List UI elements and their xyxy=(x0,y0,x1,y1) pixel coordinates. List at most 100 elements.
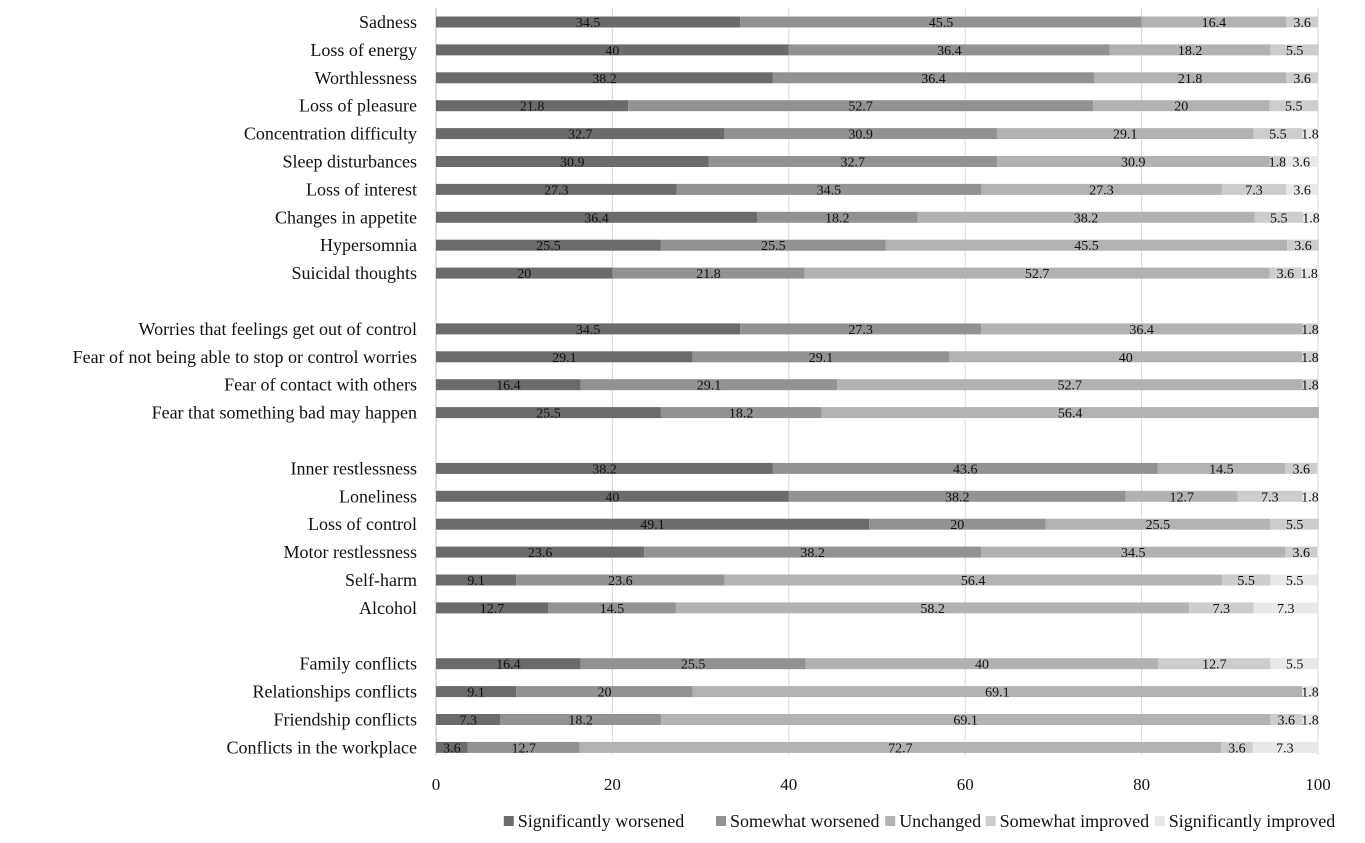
category-label: Suicidal thoughts xyxy=(292,263,418,283)
bar-row: 16.4 29.1 52.7 1.8 xyxy=(436,379,1319,394)
data-label: 3.6 xyxy=(1294,239,1312,254)
category-label: Loss of energy xyxy=(310,40,417,60)
bar-segment xyxy=(1286,72,1318,84)
bar-segment xyxy=(1221,574,1271,586)
data-label: 23.6 xyxy=(528,546,553,561)
category-label: Worthlessness xyxy=(314,68,417,88)
category-label: Loneliness xyxy=(339,486,417,506)
bar-segment xyxy=(436,44,789,56)
bar-segment xyxy=(436,741,468,753)
bar-segment xyxy=(1302,714,1318,725)
legend-item: Unchanged xyxy=(885,811,981,831)
bar-segment xyxy=(1285,156,1318,167)
data-label: 18.2 xyxy=(825,211,850,226)
bar-segment xyxy=(436,183,677,195)
legend-swatch xyxy=(1154,816,1165,826)
bar-segment xyxy=(1286,183,1318,195)
data-label: 1.8 xyxy=(1301,323,1319,338)
bar-segment xyxy=(436,100,629,112)
bar-segment xyxy=(692,351,950,363)
bar-segment xyxy=(1237,490,1303,502)
bar-segment xyxy=(1269,156,1286,167)
data-label: 38.2 xyxy=(592,72,617,87)
data-label: 52.7 xyxy=(1025,267,1050,282)
data-label: 7.3 xyxy=(459,714,477,729)
data-label: 7.3 xyxy=(1245,183,1263,198)
data-label: 12.7 xyxy=(512,741,537,756)
data-label: 29.1 xyxy=(1113,128,1138,143)
data-label: 45.5 xyxy=(1074,239,1099,254)
data-label: 30.9 xyxy=(560,156,585,171)
bar-segment xyxy=(1287,239,1319,251)
category-label: Worries that feelings get out of control xyxy=(139,319,417,339)
legend-swatch xyxy=(985,816,996,826)
bar-row: 7.3 18.2 69.1 3.6 1.8 xyxy=(436,714,1319,729)
legend-swatch xyxy=(885,816,896,826)
bar-segment xyxy=(580,658,806,670)
data-label: 7.3 xyxy=(1261,490,1279,505)
bar-segment xyxy=(548,602,676,614)
category-label: Fear of contact with others xyxy=(224,375,417,395)
data-label: 3.6 xyxy=(1228,741,1246,756)
bar-segment xyxy=(1254,211,1304,223)
bar-segment xyxy=(500,714,661,725)
bar-segment xyxy=(1253,128,1303,140)
bar-segment xyxy=(1302,379,1318,391)
bar-row: 38.2 36.4 21.8 3.6 xyxy=(436,72,1318,87)
bar-segment xyxy=(1302,351,1318,363)
bar-row: 49.1 20 25.5 5.5 xyxy=(436,518,1319,533)
x-tick-label: 80 xyxy=(1133,775,1150,794)
category-label: Fear of not being able to stop or contro… xyxy=(73,347,417,367)
data-label: 20 xyxy=(517,267,531,282)
bar-segment xyxy=(949,351,1303,363)
category-label: Friendship conflicts xyxy=(274,710,417,730)
data-label: 5.5 xyxy=(1286,574,1304,589)
bar-segment xyxy=(1189,602,1254,614)
data-label: 25.5 xyxy=(681,658,706,673)
data-label: 5.5 xyxy=(1286,518,1304,533)
bar-row: 25.5 25.5 45.5 3.6 xyxy=(436,239,1319,254)
data-label: 12.7 xyxy=(1202,658,1227,673)
bar-segment xyxy=(436,407,661,419)
bar-segment xyxy=(660,714,1271,725)
category-label: Inner restlessness xyxy=(291,458,417,478)
bar-segment xyxy=(1302,686,1318,698)
legend-swatch xyxy=(503,816,514,826)
data-label: 43.6 xyxy=(953,462,978,477)
data-label: 34.5 xyxy=(817,183,842,198)
bar-row: 29.1 29.1 40 1.8 xyxy=(436,351,1319,366)
data-label: 52.7 xyxy=(1057,379,1082,394)
legend: Significantly worsened Somewhat worsened U… xyxy=(503,811,1335,831)
bar-segment xyxy=(436,267,613,279)
bar-segment xyxy=(436,211,758,223)
bar-segment xyxy=(1125,490,1238,502)
bar-segment xyxy=(436,351,693,363)
bar-segment xyxy=(436,128,725,140)
bar-segment xyxy=(885,239,1288,251)
data-label: 1.8 xyxy=(1301,714,1319,729)
legend-label: Somewhat worsened xyxy=(730,811,879,831)
bar-segment xyxy=(1093,100,1270,112)
data-label: 40 xyxy=(975,658,989,673)
data-label: 27.3 xyxy=(1089,183,1114,198)
bar-segment xyxy=(628,100,1094,112)
bar-row: 38.2 43.6 14.5 3.6 xyxy=(436,462,1318,477)
data-label: 69.1 xyxy=(985,686,1010,701)
bar-segment xyxy=(436,518,870,530)
bar-segment xyxy=(1252,741,1318,753)
bar-row: 40 36.4 18.2 5.5 xyxy=(436,44,1319,59)
bar-segment xyxy=(579,741,1221,753)
data-label: 9.1 xyxy=(467,686,485,701)
data-label: 1.8 xyxy=(1302,211,1320,226)
bar-segment xyxy=(580,379,838,391)
data-label: 20 xyxy=(1174,100,1188,115)
bar-segment xyxy=(996,156,1270,167)
bar-segment xyxy=(644,546,982,558)
category-label: Fear that something bad may happen xyxy=(152,403,417,423)
legend-label: Unchanged xyxy=(899,811,981,831)
bar-row: 9.1 23.6 56.4 5.5 5.5 xyxy=(436,574,1319,589)
bar-segment xyxy=(436,72,773,84)
category-label: Sleep disturbances xyxy=(283,152,417,172)
